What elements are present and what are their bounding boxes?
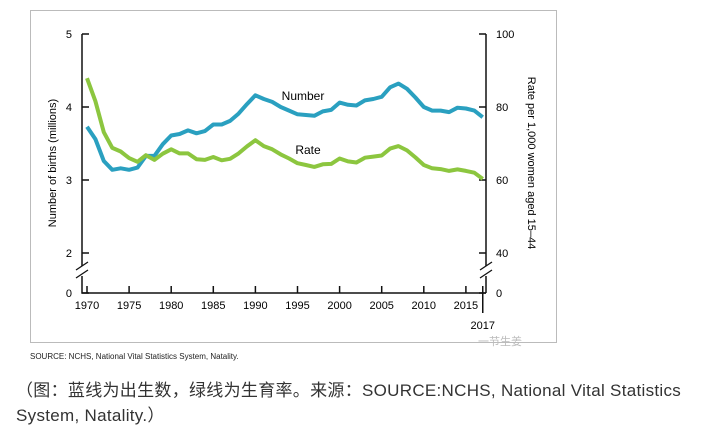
series-line-number: [85, 81, 484, 172]
x-tick-label: 2005: [369, 300, 393, 312]
x-tick-label: 1995: [285, 300, 309, 312]
x-tick-label: 1980: [159, 300, 183, 312]
y-tick-label: 3: [66, 175, 72, 187]
y-axis-label: Number of births (millions): [47, 99, 59, 227]
series-line-rate: [85, 77, 484, 181]
y2-axis-label: Rate per 1,000 women aged 15–44: [525, 77, 537, 249]
series-label-number: Number: [282, 89, 325, 103]
source-note: SOURCE: NCHS, National Vital Statistics …: [30, 352, 239, 361]
y2-tick-label: 60: [496, 175, 508, 187]
y2-tick-label: 80: [496, 102, 508, 114]
x-tick-label: 2010: [412, 300, 436, 312]
chart-frame: [30, 10, 557, 343]
watermark: 一节生姜: [478, 336, 522, 348]
y-tick-label: 4: [66, 102, 72, 114]
x-tick-label: 1990: [243, 300, 267, 312]
y2-tick-label: 40: [496, 248, 508, 260]
x-tick-label: 2000: [327, 300, 351, 312]
x-tick-label: 2015: [454, 300, 478, 312]
y-tick-label: 2: [66, 248, 72, 260]
x-tick-label: 1970: [75, 300, 99, 312]
caption: （图：蓝线为出生数，绿线为生育率。来源：SOURCE:NCHS, Nationa…: [16, 381, 682, 425]
x-tick-label: 1985: [201, 300, 225, 312]
series-label-rate: Rate: [295, 143, 321, 157]
x-tick-label: 1975: [117, 300, 141, 312]
x-tick-label-2017: 2017: [470, 320, 494, 332]
y-tick-label: 5: [66, 29, 72, 41]
axis-break: [75, 261, 493, 279]
y2-tick-label: 100: [496, 29, 514, 41]
y2-tick-label: 0: [496, 288, 502, 300]
y-tick-label: 0: [66, 288, 72, 300]
